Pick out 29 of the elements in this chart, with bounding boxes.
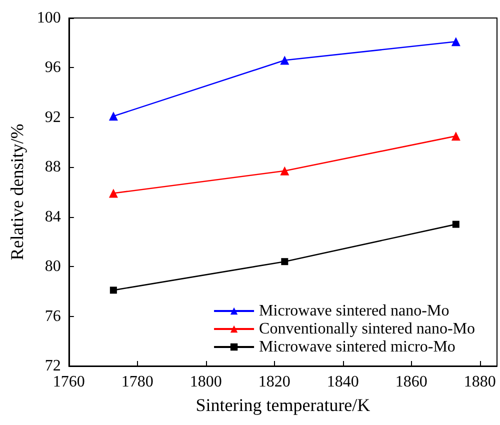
x-tick-label: 1780: [121, 374, 154, 390]
point: [108, 188, 118, 198]
x-tick-label: 1880: [464, 374, 496, 390]
x-tick-label: 1760: [52, 374, 85, 390]
point: [108, 112, 118, 121]
point: [451, 37, 460, 46]
legend-label: Microwave sintered micro-Mo: [259, 338, 456, 356]
y-tick-label: 76: [44, 308, 61, 325]
point: [280, 56, 290, 65]
y-tick-label: 100: [36, 10, 61, 26]
point: [452, 220, 460, 228]
y-tick-label: 84: [44, 208, 61, 226]
x-tick-label: 1860: [395, 374, 428, 390]
point: [280, 166, 290, 176]
y-tick-label: 80: [44, 258, 61, 276]
y-tick-label: 96: [44, 59, 61, 76]
y-tick-label: 88: [44, 158, 61, 176]
y-tick-label: 72: [44, 358, 61, 374]
x-tick-label: 1820: [258, 374, 290, 390]
y-tick-label: 92: [44, 108, 61, 126]
x-tick-label: 1840: [326, 374, 359, 390]
legend-label: Conventionally sintered nano-Mo: [259, 320, 476, 338]
point: [281, 258, 288, 266]
y-axis-title: Relative density/%: [7, 124, 27, 260]
point: [451, 132, 460, 141]
x-axis-title: Sintering temperature/K: [196, 395, 370, 415]
legend-label: Microwave sintered nano-Mo: [259, 302, 450, 320]
point: [110, 286, 117, 294]
x-tick-label: 1800: [190, 374, 222, 390]
